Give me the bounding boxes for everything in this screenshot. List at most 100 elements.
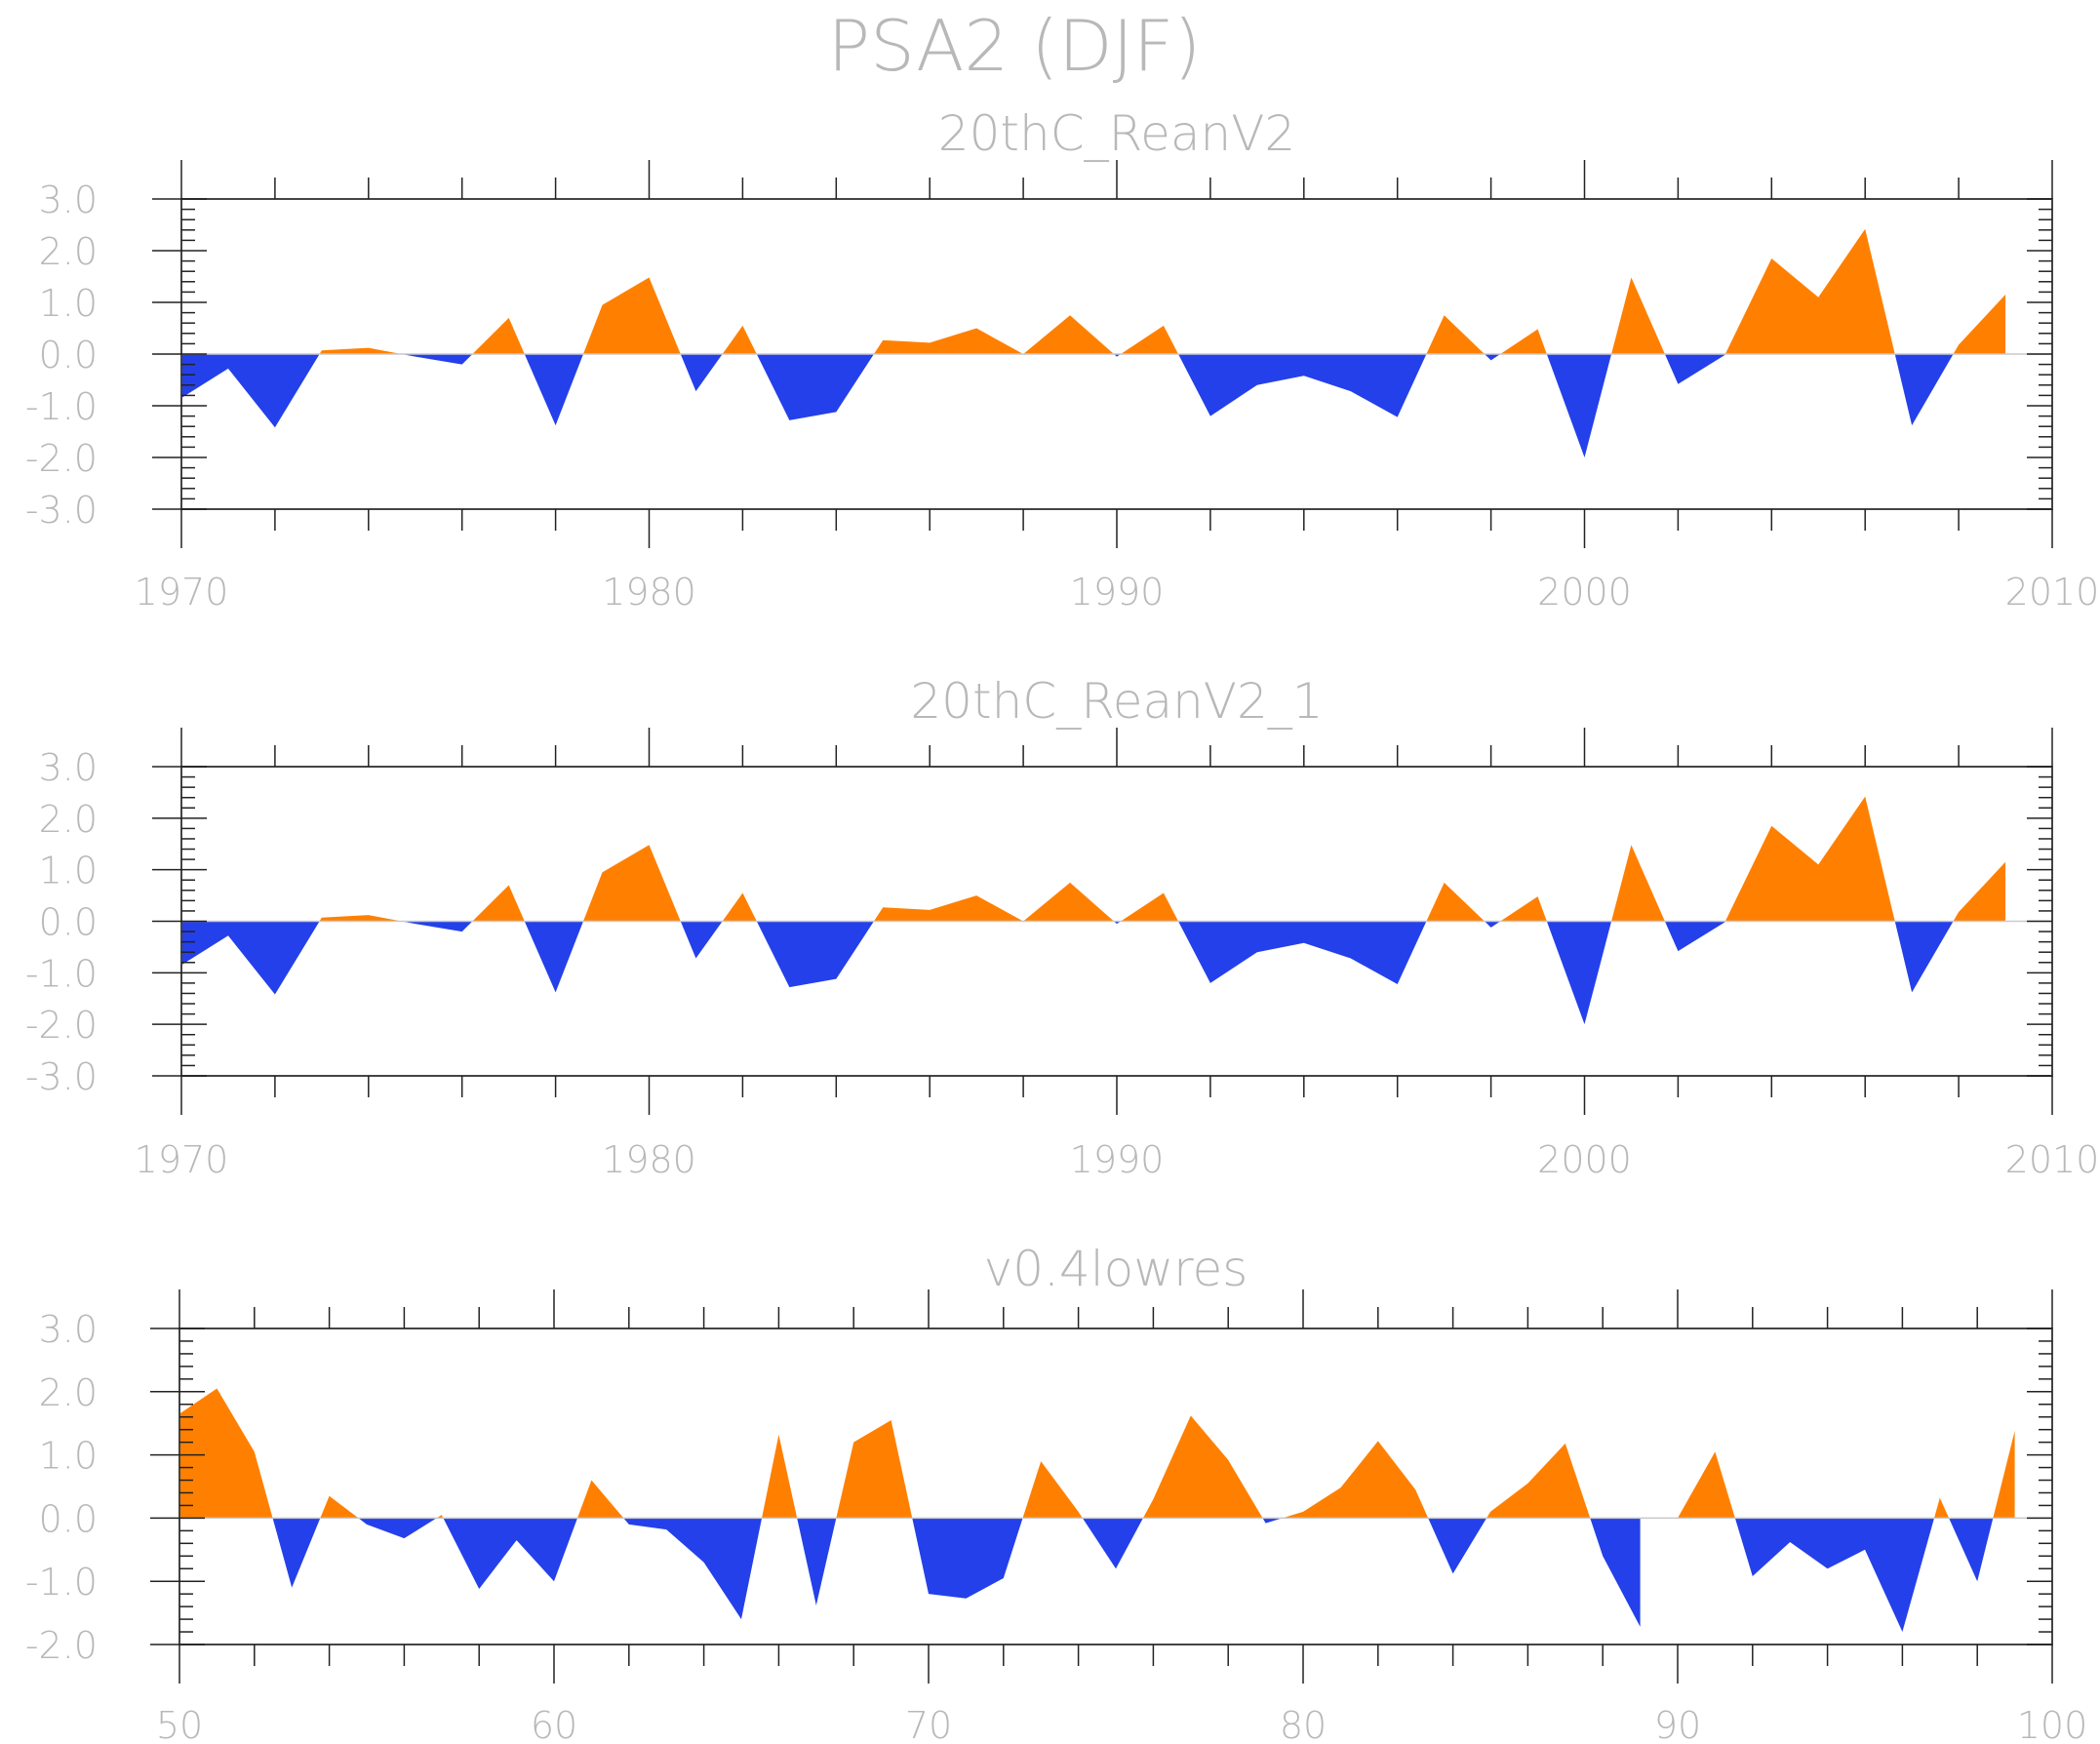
positive-area-5 [436, 1515, 444, 1519]
negative-area-15 [1484, 354, 1501, 361]
panel-1: 20thC_ReanV2 3.0 2.0 1.0 0.0 -1.0 -2.0 -3.0 1970… [25, 105, 2100, 614]
negative-area-8 [623, 1518, 763, 1620]
negative-area-22 [1734, 1518, 1935, 1633]
x-tick-label: 1980 [602, 571, 696, 614]
y-tick-label: -3.0 [25, 489, 98, 532]
positive-area-16 [1500, 329, 1547, 354]
y-tick-label: 2.0 [39, 230, 98, 273]
main-title: PSA2 (DJF) [828, 5, 1202, 87]
positive-area-12 [1120, 892, 1179, 922]
positive-area-18 [1611, 277, 1665, 354]
negative-area-18 [1428, 1518, 1487, 1574]
positive-area-3 [320, 1495, 359, 1519]
x-tick-label: 1990 [1070, 571, 1165, 614]
positive-area-14 [1426, 882, 1485, 922]
positive-area-8 [722, 892, 757, 922]
negative-area-13 [1178, 921, 1427, 984]
x-tick-label: 90 [1654, 1704, 1701, 1740]
x-tick-label: 2000 [1537, 1138, 1632, 1181]
positive-area-10 [873, 315, 1115, 354]
x-tick-label: 1970 [135, 571, 229, 614]
positive-area-20 [1724, 228, 1895, 354]
negative-area-12 [912, 1518, 1023, 1599]
x-tick-label: 100 [2017, 1704, 2088, 1740]
x-tick-label: 2010 [2005, 1138, 2100, 1181]
positive-area-1 [179, 1388, 273, 1519]
negative-area-24 [1949, 1518, 1994, 1582]
y-tick-label: 3.0 [39, 746, 98, 789]
panel-title: 20thC_ReanV2 [938, 105, 1295, 162]
positive-area-11 [836, 1419, 913, 1519]
negative-area-21 [1894, 921, 1954, 993]
y-tick-label: -2.0 [25, 1624, 98, 1667]
positive-area-21 [1678, 1451, 1735, 1519]
negative-area-16 [1262, 1518, 1283, 1524]
negative-area-17 [1546, 354, 1612, 457]
y-tick-label: -2.0 [25, 1004, 98, 1047]
panel-3: v0.4lowres 3.0 2.0 1.0 0.0 -1.0 -2.0 50 60 70 80 90… [25, 1241, 2088, 1744]
positive-area-12 [1120, 325, 1179, 354]
y-tick-label: 1.0 [39, 850, 98, 892]
positive-area-4 [472, 317, 525, 354]
y-tick-label: 1.0 [39, 1435, 98, 1478]
plot-frame [178, 1328, 2053, 1645]
positive-area-7 [577, 1480, 624, 1519]
x-tick-label: 70 [905, 1704, 952, 1740]
x-tick-label: 1980 [602, 1138, 696, 1181]
x-tick-label: 1970 [135, 1138, 229, 1181]
negative-area-5 [524, 921, 583, 993]
negative-area-6 [443, 1518, 577, 1589]
negative-area-1 [181, 921, 320, 995]
negative-area-4 [358, 1518, 437, 1539]
x-tick-label: 2010 [2005, 571, 2100, 614]
negative-area-19 [1664, 921, 1725, 952]
positive-area-18 [1611, 845, 1665, 922]
positive-area-13 [1022, 1461, 1083, 1519]
positive-area-19 [1486, 1443, 1591, 1519]
positive-area-22 [1953, 295, 2006, 354]
positive-area-23 [1934, 1497, 1950, 1519]
y-tick-label: -1.0 [25, 385, 98, 428]
y-tick-label: 1.0 [39, 282, 98, 325]
x-tick-label: 60 [531, 1704, 577, 1740]
y-tick-label: -3.0 [25, 1055, 98, 1098]
negative-area-19 [1664, 354, 1725, 384]
negative-area-2 [272, 1518, 321, 1588]
positive-area-10 [873, 882, 1115, 922]
y-tick-label: 3.0 [39, 178, 98, 221]
x-tick-label: 80 [1280, 1704, 1327, 1740]
negative-area-20 [1590, 1518, 1641, 1627]
negative-area-10 [797, 1518, 837, 1605]
negative-area-5 [524, 354, 583, 426]
negative-area-7 [680, 921, 723, 959]
positive-area-22 [1953, 861, 2006, 922]
positive-area-16 [1500, 896, 1547, 922]
positive-area-9 [762, 1434, 798, 1519]
negative-area-14 [1082, 1518, 1143, 1569]
positive-area-25 [1993, 1430, 2015, 1519]
y-tick-label: 0.0 [39, 901, 98, 944]
negative-area-1 [181, 354, 320, 428]
panel-title: 20thC_ReanV2_1 [910, 673, 1323, 730]
negative-area-9 [756, 921, 874, 988]
negative-area-15 [1484, 921, 1501, 928]
positive-area-6 [582, 277, 681, 354]
positive-area-2 [319, 347, 402, 354]
x-tick-label: 50 [156, 1704, 203, 1740]
x-tick-label: 2000 [1537, 571, 1632, 614]
negative-area-7 [680, 354, 723, 392]
positive-area-17 [1282, 1441, 1429, 1519]
panel-title: v0.4lowres [984, 1241, 1248, 1297]
negative-area-17 [1546, 921, 1612, 1025]
y-tick-label: -1.0 [25, 952, 98, 995]
negative-area-21 [1894, 354, 1954, 426]
panel-2: 20thC_ReanV2_1 3.0 2.0 1.0 0.0 -1.0 -2.0 -3.0 19… [25, 673, 2100, 1181]
y-tick-label: -1.0 [25, 1561, 98, 1604]
negative-area-13 [1178, 354, 1427, 417]
negative-area-3 [401, 921, 473, 932]
y-tick-label: 2.0 [39, 1371, 98, 1414]
positive-area-20 [1724, 796, 1895, 922]
y-tick-label: 2.0 [39, 798, 98, 841]
